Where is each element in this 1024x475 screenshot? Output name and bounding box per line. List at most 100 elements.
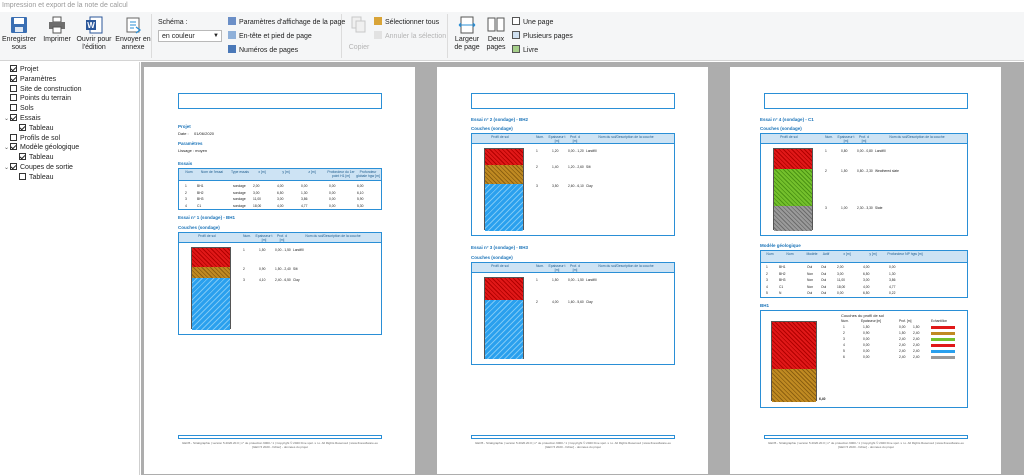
page-numbers-button[interactable]: Numéros de pages [228,45,298,56]
tree-item[interactable]: Tableau [13,172,54,182]
table-header: Profil de sol Num. Epaisseur t [m] Prof. d … [472,263,674,273]
tree-checkbox[interactable] [19,123,26,131]
cut-depth-from-cell: 0,00 [899,325,906,329]
print-button[interactable]: Imprimer [40,14,74,44]
table-cell: 11,00 [253,197,262,201]
page-width-label: Largeur de page [454,36,480,51]
tree-checkbox[interactable] [10,104,17,112]
table-header-cell: Prof. d [m] [570,264,580,272]
table-cell: 6,50 [863,271,870,276]
table-cell: 4,00 [277,203,284,208]
tree-checkbox[interactable] [10,133,17,141]
window-title: Impression et export de la note de calcu… [0,0,1024,12]
table-cell: 3 [766,278,768,282]
tree-checkbox[interactable] [19,172,26,180]
layer-depth-cell: 1,20 - 2,60 [568,165,584,170]
schema-select[interactable]: en couleur ▼ [158,30,222,42]
page-numbers-icon [228,45,236,53]
printer-icon [49,16,65,34]
tree-item[interactable]: Sols [4,104,34,113]
page-header-box [178,93,382,109]
send-attachment-button[interactable]: Envoyer en annexe [115,14,151,52]
table-cell: sondage [233,203,246,208]
table-cell: 3,00 [837,271,844,276]
table-header-cell: Prof. d [m] [277,234,287,242]
table-cell: 0,00 [329,197,336,201]
table-cell: BH3 [779,278,786,282]
tree-expander-icon[interactable]: ⌄ [4,116,10,122]
layer-depth-cell: 2,30 - 3,30 [857,206,873,211]
tree-checkbox[interactable] [10,74,17,82]
table-cell: C1 [779,284,784,289]
tree-item[interactable]: Profils de sol [4,133,60,143]
book-button[interactable]: Livre [512,45,538,56]
save-as-button[interactable]: Enregistrer sous [2,14,36,52]
table-cell: sondage [233,190,246,195]
two-pages-button[interactable]: Deux pages [484,14,508,52]
tree-item[interactable]: ⌄ Coupes de sortie [4,163,73,173]
copy-button[interactable]: Copier [346,14,372,52]
tree-expander-icon[interactable]: ⌄ [4,165,10,171]
table-cell: Oui [807,265,813,269]
layer-thickness-cell: 1,20 [552,149,559,153]
multiple-pages-button[interactable]: Plusieurs pages [512,31,573,42]
page-width-button[interactable]: Largeur de page [452,14,482,52]
table-header-cell: Profil de sol [780,135,798,139]
table-cell: 0,00 [329,190,336,195]
table-cell: 1,30 [889,271,896,276]
table-cell: 3,00 [277,197,284,201]
tree-item[interactable]: ⌄ Essais [4,114,41,124]
layers-table-1: Profil de sol Num. Epaisseur t [m] Prof. d … [178,232,382,335]
tree-item-label: Points du terrain [20,95,71,103]
table-header-cell: Nom du sol/Description de la couche [889,135,945,139]
tree-expander-icon[interactable]: ⌄ [4,145,10,152]
layers-table-4: Profil de sol Num. Epaisseur t [m] Prof. d … [760,133,968,236]
layer-thickness-cell: 1,50 [841,168,848,173]
tree-item-label: Projet [20,66,39,73]
tree-checkbox[interactable] [10,94,17,102]
tree-item[interactable]: Site de construction [4,84,81,94]
tree-checkbox[interactable] [10,163,17,170]
table-cell: C1 [197,203,202,208]
one-page-button[interactable]: Une page [512,17,553,28]
table-cell: Oui [821,271,827,276]
tree-item[interactable]: ⌄ Modèle géologique [4,143,79,153]
table-header-cell: Profil de sol [491,135,509,139]
header-footer-button[interactable]: En-tête et pied de page [228,31,312,42]
table-cell: 3,86 [889,278,896,282]
table-cell: BH3 [197,197,204,201]
two-pages-icon [487,17,505,32]
soil-layer [192,266,230,279]
tree-item[interactable]: Projet [4,65,38,74]
layer-num-cell: 2 [825,168,827,173]
two-pages-label: Deux pages [486,36,506,51]
tree-item[interactable]: Tableau [13,153,54,162]
select-all-button[interactable]: Sélectionner tous [374,17,439,28]
tree-checkbox[interactable] [10,143,17,151]
display-params-button[interactable]: Paramètres d'affichage de la page [228,17,345,28]
table-cell: 5,90 [357,197,364,201]
open-for-edit-button[interactable]: W Ouvrir pour l'édition [76,14,112,52]
table-header: Num Nom de l'essai Type essais x [m] y [m] z … [179,169,381,181]
tree-checkbox[interactable] [10,65,17,72]
table-cell: BH1 [197,184,204,188]
cancel-selection-label: Annuler la sélection [385,33,447,40]
tree-item[interactable]: Points du terrain [4,94,71,103]
book-icon [512,45,520,53]
tree-checkbox[interactable] [19,153,26,161]
tree-item[interactable]: Tableau [13,123,54,133]
couches-heading: Couches (sondage) [471,255,513,260]
cut-num-cell: 1 [843,325,845,329]
tree-checkbox[interactable] [10,114,17,121]
parametres-heading: Paramètres [178,141,203,146]
table-cell: 1 [766,265,768,269]
cancel-selection-button[interactable]: Annuler la sélection [374,31,446,42]
tree-item[interactable]: Paramètres [4,74,56,84]
table-cell: Non [807,271,814,276]
table-cell: 2 [185,190,187,195]
print-preview-area[interactable]: Projet Date : 01/06/2020 Paramètres Liss… [141,62,1024,475]
table-header-cell: Profondeur du 1er point H1 [m] [327,170,355,178]
tree-checkbox[interactable] [10,84,17,92]
cut-depth-to-cell: 2,40 [913,343,920,347]
tree-item-label: Tableau [29,173,54,181]
